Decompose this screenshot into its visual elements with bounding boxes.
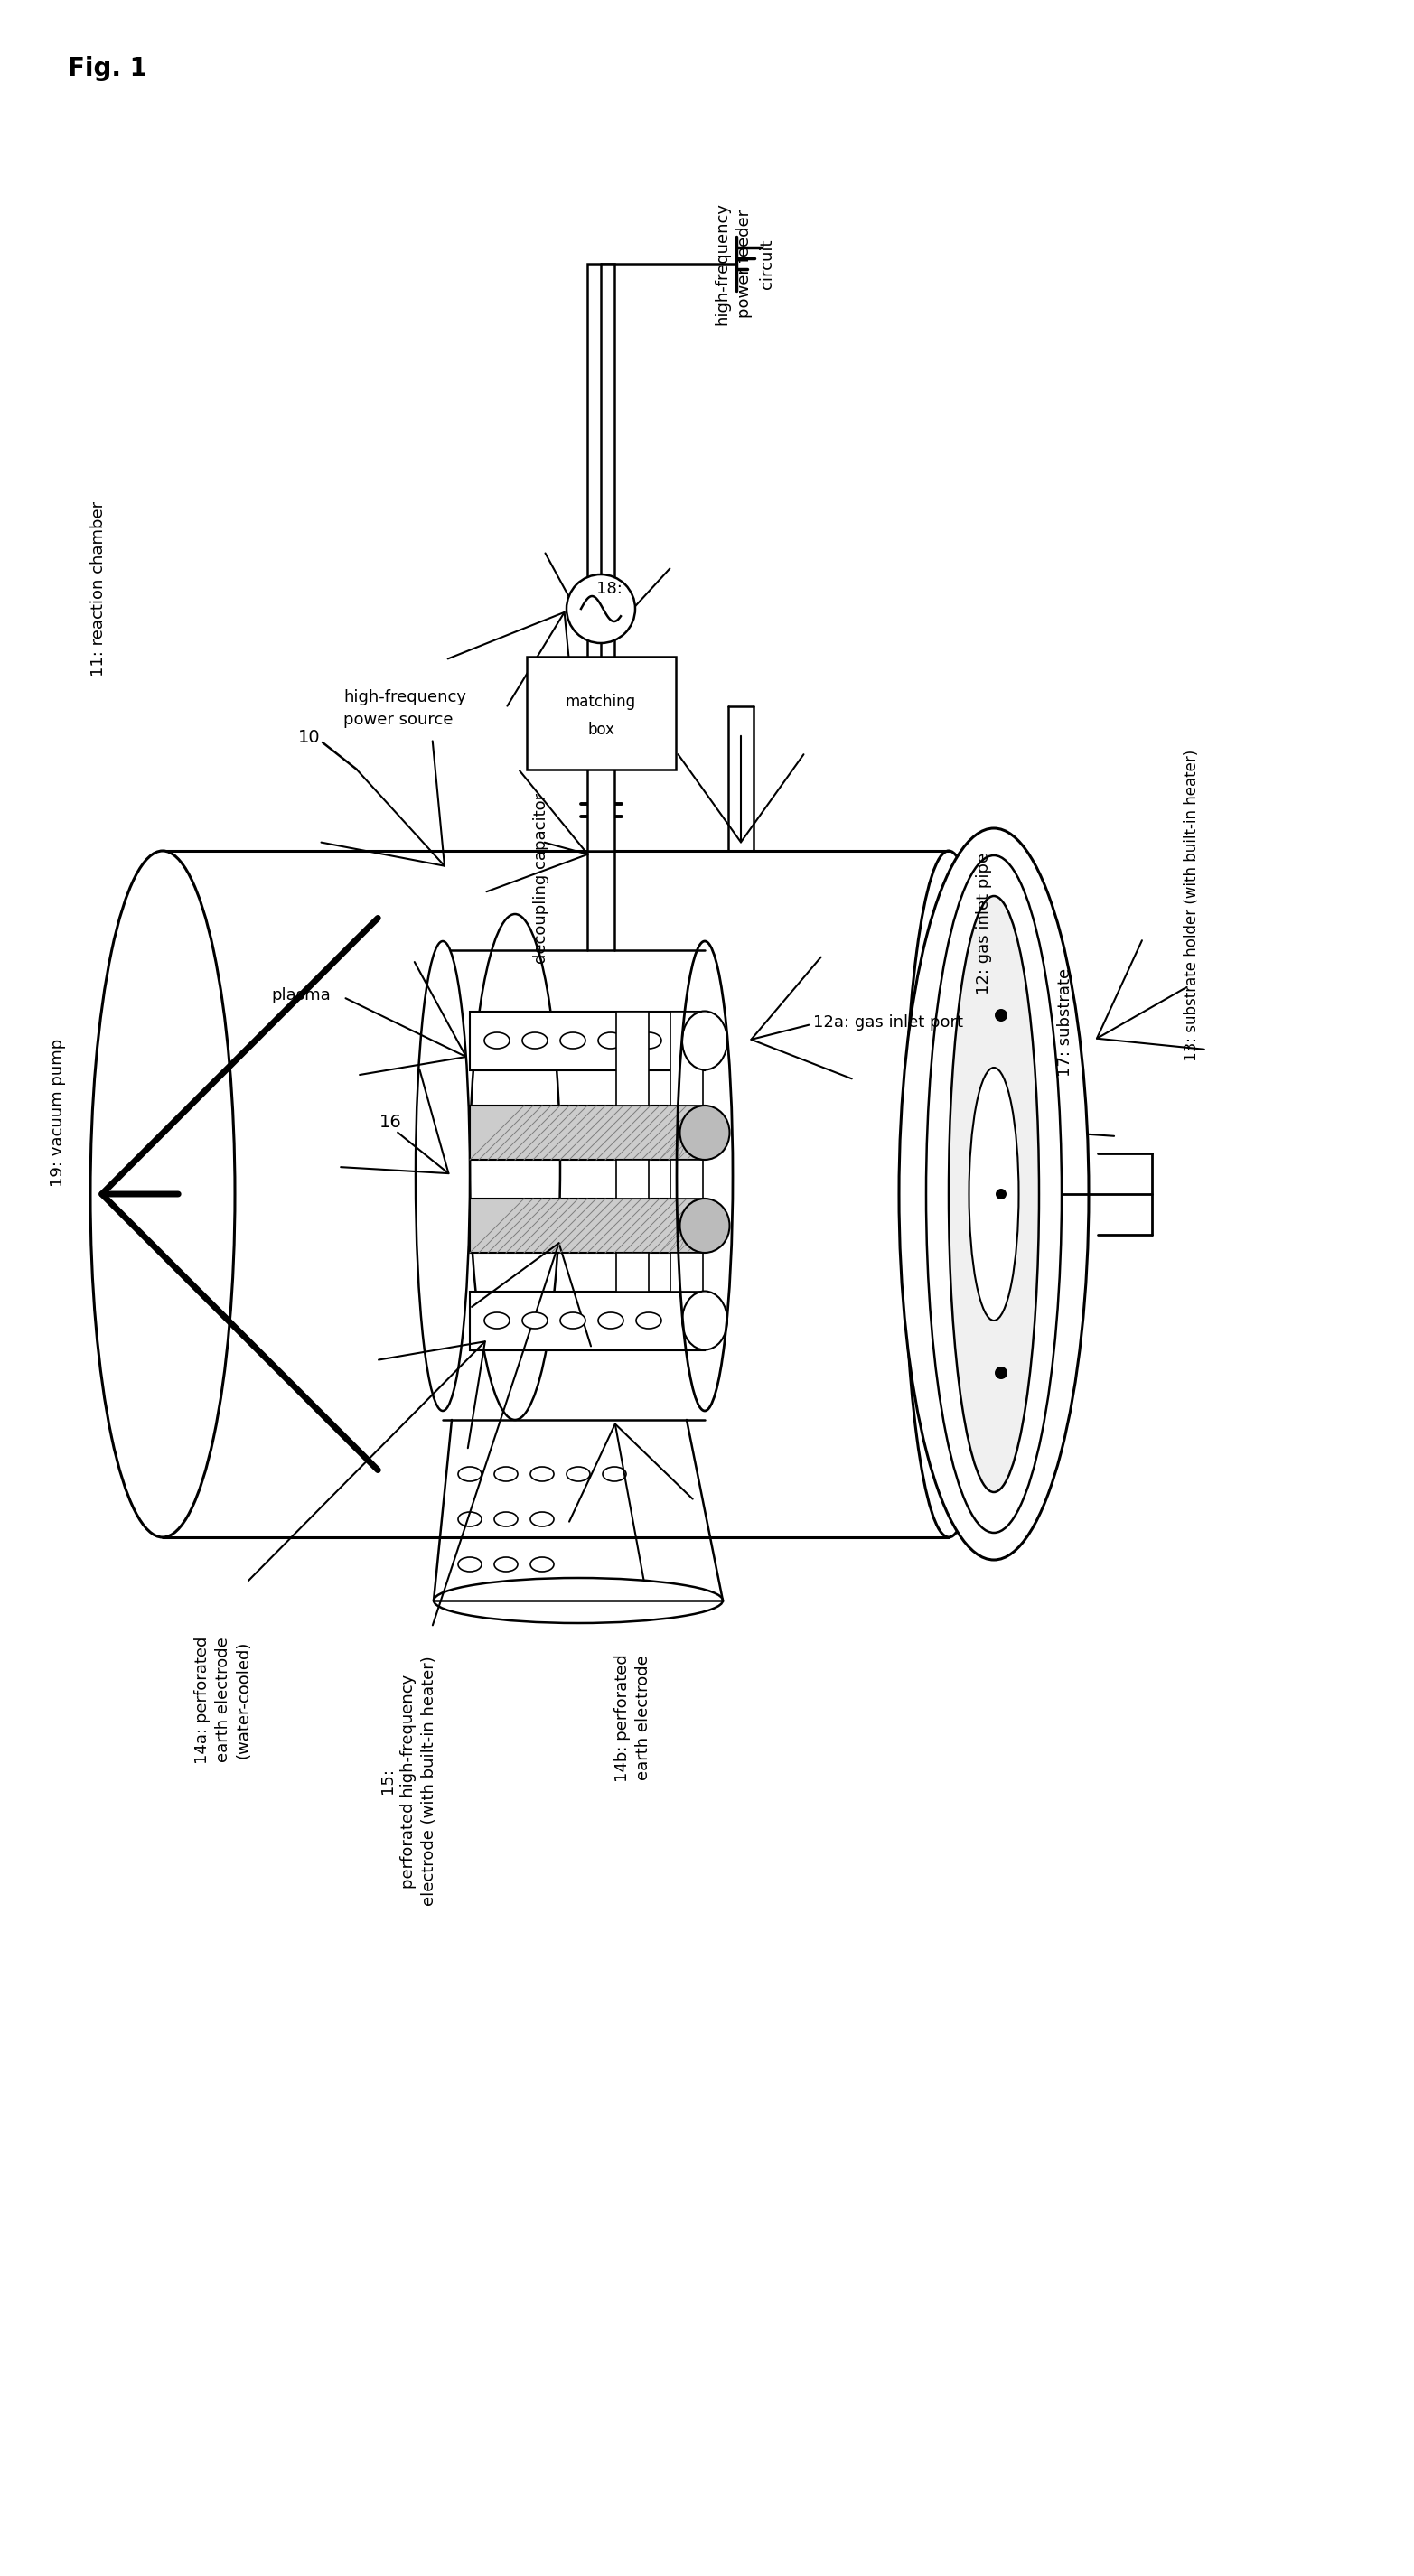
Text: 12a: gas inlet port: 12a: gas inlet port [813,1015,963,1030]
Ellipse shape [949,896,1039,1492]
Ellipse shape [484,1311,509,1329]
Bar [617,1159,649,1198]
Text: 14b: perforated: 14b: perforated [615,1654,631,1783]
Bar [469,1012,704,1069]
Ellipse shape [899,829,1089,1561]
Text: (water-cooled): (water-cooled) [236,1641,252,1759]
Ellipse shape [680,1198,730,1252]
Ellipse shape [598,1311,624,1329]
Ellipse shape [90,850,235,1538]
Ellipse shape [567,1466,590,1481]
Bar [469,1291,704,1350]
Circle shape [995,1010,1007,1023]
Text: high-frequency: high-frequency [344,690,467,706]
Ellipse shape [636,1033,662,1048]
Text: earth electrode: earth electrode [635,1656,652,1780]
Ellipse shape [969,1066,1018,1321]
Ellipse shape [560,1311,585,1329]
Ellipse shape [680,1105,730,1159]
Bar [617,1252,649,1291]
Text: box: box [587,721,615,739]
Text: 15:: 15: [379,1767,396,1795]
Ellipse shape [602,1466,626,1481]
Ellipse shape [560,1033,585,1048]
Ellipse shape [598,1033,624,1048]
Bar [617,1012,649,1105]
Ellipse shape [682,1291,727,1350]
Ellipse shape [458,1466,482,1481]
Text: earth electrode: earth electrode [215,1638,232,1762]
Ellipse shape [682,1012,727,1069]
Ellipse shape [530,1556,554,1571]
Ellipse shape [458,1512,482,1528]
Text: 11: reaction chamber: 11: reaction chamber [90,502,106,677]
Ellipse shape [530,1512,554,1528]
Circle shape [995,1188,1007,1200]
Ellipse shape [495,1512,518,1528]
Text: 10: 10 [298,729,321,747]
Ellipse shape [495,1556,518,1571]
Circle shape [567,574,635,644]
Ellipse shape [495,1466,518,1481]
Text: 17: substrate: 17: substrate [1058,969,1073,1077]
Text: high-frequency: high-frequency [714,204,730,325]
Text: plasma: plasma [271,987,331,1005]
Text: 19: vacuum pump: 19: vacuum pump [49,1038,66,1188]
Text: Fig. 1: Fig. 1 [68,57,147,82]
Bar [587,263,615,850]
Bar [670,1159,703,1198]
Ellipse shape [530,1466,554,1481]
Text: 13: substrate holder (with built-in heater): 13: substrate holder (with built-in heat… [1184,750,1200,1061]
Ellipse shape [416,940,469,1412]
Text: electrode (with built-in heater): electrode (with built-in heater) [421,1656,437,1906]
Ellipse shape [522,1033,547,1048]
Ellipse shape [926,855,1062,1533]
Text: circuit: circuit [759,240,775,289]
Bar [469,1105,704,1159]
Bar [469,1198,704,1252]
Text: 12: gas inlet pipe: 12: gas inlet pipe [976,853,993,994]
Ellipse shape [484,1033,509,1048]
Ellipse shape [636,1311,662,1329]
Text: power source: power source [344,711,452,729]
Ellipse shape [458,1556,482,1571]
Ellipse shape [469,914,560,1419]
Bar [670,1252,703,1291]
Text: 14a: perforated: 14a: perforated [194,1636,211,1765]
Text: decoupling capacitor: decoupling capacitor [533,793,549,963]
Text: 18:: 18: [597,580,622,598]
Text: power feeder: power feeder [737,209,752,317]
Bar [670,1012,703,1105]
Text: 16: 16 [379,1113,402,1131]
Text: matching: matching [566,693,636,711]
Bar [526,657,676,770]
Ellipse shape [522,1311,547,1329]
Circle shape [995,1368,1007,1378]
Text: perforated high-frequency: perforated high-frequency [400,1674,417,1888]
